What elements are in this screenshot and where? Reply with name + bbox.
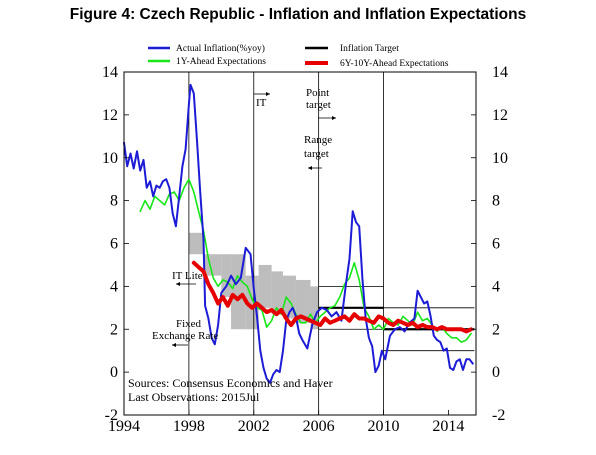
legend-label-expect6-10: 6Y-10Y-Ahead Expectations	[340, 59, 449, 69]
legend-label-actual: Actual Inflation(%yoy)	[176, 43, 265, 54]
y-right-tick-label-6: 2	[492, 321, 500, 338]
y-right-tick-label-8: -2	[492, 407, 505, 424]
target-band-2	[221, 254, 232, 298]
target-band-5	[258, 264, 272, 308]
y-right-tick-label-5: 4	[492, 278, 500, 295]
annotation-fixed-line1: Fixed	[176, 318, 202, 330]
chart-title: Figure 4: Czech Republic - Inflation and…	[69, 6, 527, 23]
series-lines	[123, 83, 474, 384]
y-axis-right-ticks: 14 12 10 8 6 4 2 0 -2	[471, 64, 508, 424]
y-right-tick-label-2: 10	[492, 150, 508, 167]
y-left-tick-label-3: 8	[110, 193, 118, 210]
annotation-point-target-line2: target	[306, 99, 331, 111]
target-band-9	[310, 286, 319, 330]
annotation-it-lite-arrowhead	[176, 282, 180, 286]
plot-frame	[123, 71, 477, 416]
annotation-it-arrowhead	[266, 92, 270, 96]
target-band-6	[271, 271, 283, 315]
legend: Actual Inflation(%yoy) 1Y-Ahead Expectat…	[148, 43, 449, 69]
y-left-tick-label-0: 14	[102, 64, 118, 81]
series-line-actual	[123, 83, 474, 384]
legend-label-expect1y: 1Y-Ahead Expectations	[176, 57, 266, 67]
annotations: IT Point target Range target IT Lite Fix…	[128, 87, 336, 404]
y-left-tick-label-6: 2	[110, 321, 118, 338]
series-line-expect6_10	[191, 260, 474, 334]
y-left-tick-label-5: 4	[110, 278, 118, 295]
annotation-it: IT	[256, 97, 267, 109]
x-tick-label-3: 2006	[303, 418, 335, 435]
y-left-tick-label-2: 10	[102, 150, 118, 167]
x-axis-ticks: 1994 1998 2002 2006 2010 2014	[108, 410, 464, 435]
legend-label-target: Inflation Target	[340, 43, 399, 54]
x-tick-label-5: 2014	[432, 418, 464, 435]
annotation-it-lite: IT Lite	[172, 270, 203, 282]
annotation-range-target-line1: Range	[304, 134, 332, 146]
x-tick-label-2: 2002	[238, 418, 270, 435]
regime-lines	[188, 72, 384, 415]
target-band-8	[295, 279, 311, 323]
annotation-range-target-arrowhead	[308, 166, 312, 170]
series-line-expect1y	[139, 178, 472, 343]
annotation-sources: Sources: Consensus Economics and Haver	[128, 376, 333, 390]
annotation-range-target-line2: target	[304, 148, 329, 160]
y-left-tick-label-8: -2	[105, 407, 118, 424]
y-right-tick-label-1: 12	[492, 107, 508, 124]
annotation-point-target-line1: Point	[306, 87, 329, 99]
y-left-tick-label-1: 12	[102, 107, 118, 124]
annotation-fixed-line2: Exchange Rate	[152, 330, 218, 342]
y-right-tick-label-4: 6	[492, 236, 500, 253]
x-tick-label-1: 1998	[173, 418, 205, 435]
y-axis-left-ticks: 14 12 10 8 6 4 2 0 -2	[102, 64, 129, 424]
x-tick-label-4: 2010	[368, 418, 400, 435]
annotation-fixed-arrowhead	[172, 343, 176, 347]
x-tick-label-0: 1994	[108, 418, 140, 435]
target-band-0	[188, 232, 204, 255]
y-right-tick-label-0: 14	[492, 64, 508, 81]
y-right-tick-label-3: 8	[492, 193, 500, 210]
y-left-tick-label-4: 6	[110, 236, 118, 253]
annotation-last-observation: Last Observations: 2015Jul	[128, 390, 260, 404]
y-right-tick-label-7: 0	[492, 364, 500, 381]
annotation-point-target-arrowhead	[332, 116, 336, 120]
y-left-tick-label-7: 0	[110, 364, 118, 381]
